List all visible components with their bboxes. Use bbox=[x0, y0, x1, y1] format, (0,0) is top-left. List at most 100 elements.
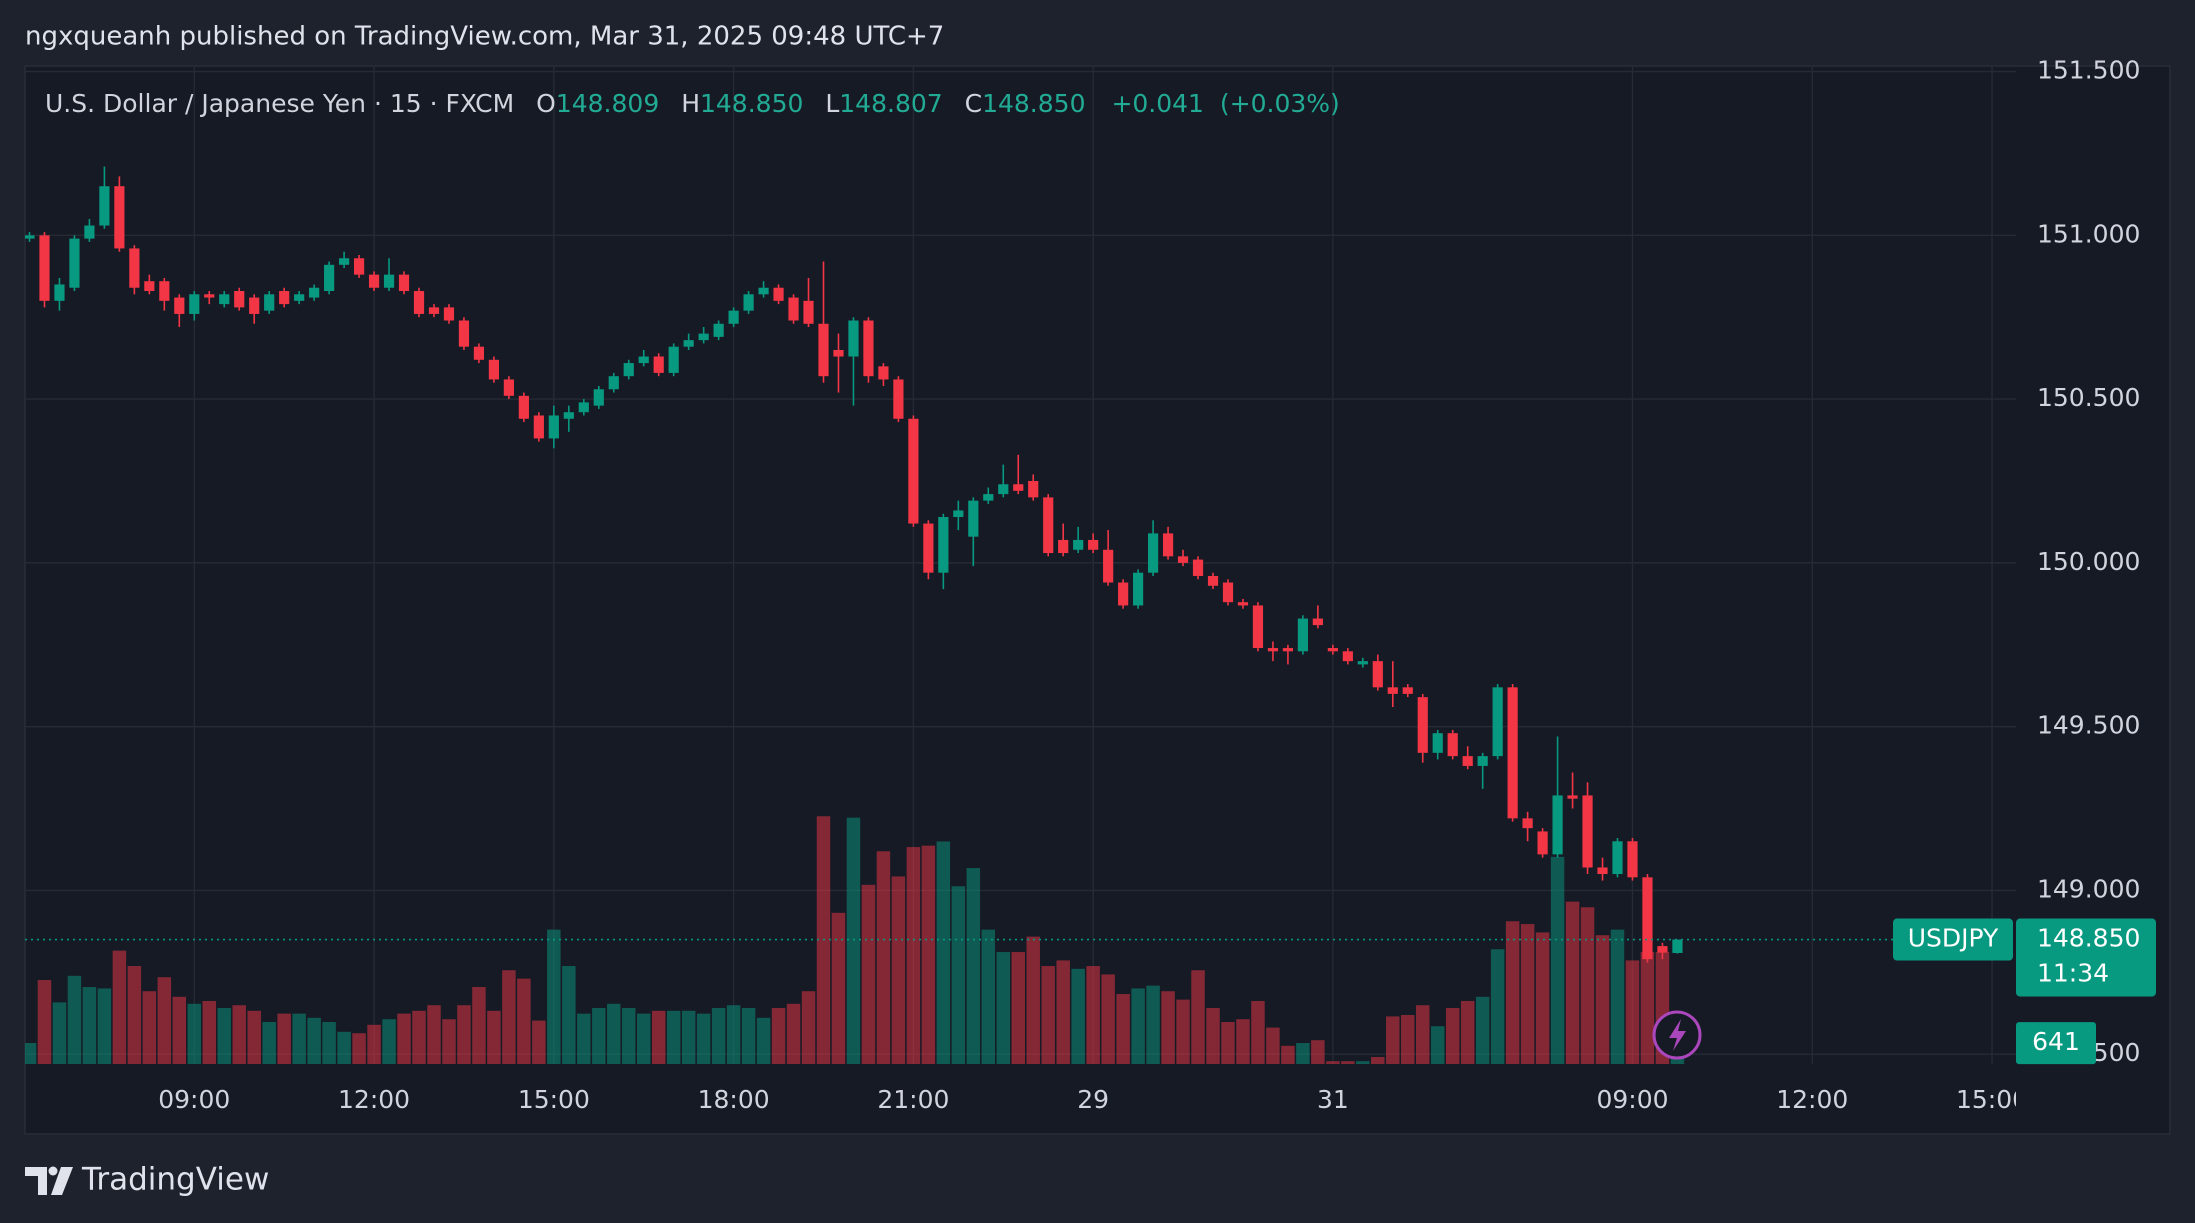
volume-bar bbox=[1026, 936, 1040, 1064]
volume-bar bbox=[711, 1008, 726, 1064]
volume-bar bbox=[1580, 907, 1595, 1064]
legend-line: U.S. Dollar / Japanese Yen · 15 · FXCM O… bbox=[45, 89, 1340, 118]
candle-body bbox=[368, 274, 380, 288]
candle-body bbox=[1597, 867, 1608, 875]
x-tick-label: 15:00 bbox=[1956, 1085, 2028, 1114]
legend-key: L bbox=[825, 89, 839, 118]
volume-bar bbox=[906, 847, 921, 1064]
volume-bar bbox=[457, 1005, 471, 1064]
candle-body bbox=[1612, 841, 1623, 875]
candle-body bbox=[1043, 497, 1054, 554]
volume-bar bbox=[217, 1008, 231, 1064]
volume-bar bbox=[1221, 1022, 1235, 1064]
alert-icon[interactable] bbox=[1652, 1010, 1702, 1060]
volume-bar bbox=[307, 1017, 321, 1064]
volume-bar bbox=[1041, 966, 1055, 1064]
volume-bar bbox=[322, 1022, 336, 1064]
candle-body bbox=[1462, 756, 1473, 766]
candle-body bbox=[39, 235, 50, 301]
symbol-label: USDJPY bbox=[1908, 924, 1999, 953]
volume-bar bbox=[412, 1010, 426, 1064]
legend-key: O bbox=[536, 89, 556, 118]
candle-body bbox=[533, 415, 544, 439]
candle-body bbox=[503, 379, 514, 396]
candle-body bbox=[84, 225, 95, 239]
legend-value: 148.809 bbox=[556, 89, 659, 118]
candle-body bbox=[953, 510, 964, 518]
candle-body bbox=[1133, 572, 1144, 606]
volume-bar bbox=[487, 1010, 501, 1064]
candle-body bbox=[309, 287, 320, 298]
candle-body bbox=[249, 297, 260, 314]
candle-body bbox=[279, 291, 290, 305]
candle-body bbox=[1657, 946, 1668, 953]
legend-value: 148.850 bbox=[982, 89, 1085, 118]
volume-bar bbox=[831, 912, 846, 1064]
y-tick-label: 149.500 bbox=[2037, 711, 2140, 740]
candle-body bbox=[1058, 539, 1069, 554]
volume-bar bbox=[1086, 966, 1100, 1064]
volume-bar bbox=[1056, 960, 1070, 1064]
candle-body bbox=[548, 415, 559, 439]
volume-bar bbox=[532, 1020, 546, 1064]
candle-body bbox=[788, 297, 799, 321]
volume-bar bbox=[82, 987, 97, 1064]
volume-bar bbox=[52, 1002, 67, 1064]
volume-bar bbox=[1071, 968, 1085, 1064]
candle-body bbox=[758, 287, 769, 295]
volume-bar bbox=[622, 1008, 636, 1064]
candle-body bbox=[848, 320, 859, 357]
volume-bar bbox=[936, 841, 951, 1064]
candle-body bbox=[608, 376, 619, 390]
volume-bar bbox=[666, 1010, 681, 1064]
volume-bar bbox=[726, 1005, 741, 1064]
volume-bar bbox=[801, 991, 816, 1064]
volume-bar bbox=[1595, 935, 1610, 1064]
volume-bar bbox=[25, 1043, 37, 1064]
volume-bar bbox=[1356, 1061, 1370, 1064]
x-tick-label: 31 bbox=[1317, 1085, 1349, 1114]
x-tick-label: 15:00 bbox=[518, 1085, 590, 1114]
logo-part[interactable] bbox=[51, 1167, 73, 1195]
candle-body bbox=[698, 333, 709, 341]
candle-body bbox=[1507, 687, 1518, 819]
candle-body bbox=[1342, 651, 1353, 662]
candle-body bbox=[1222, 582, 1234, 603]
volume-bar bbox=[1535, 932, 1550, 1064]
logo-part[interactable] bbox=[48, 1166, 58, 1176]
price-tag bbox=[2016, 918, 2156, 997]
candle-body bbox=[818, 323, 829, 377]
candle-body bbox=[1118, 582, 1129, 606]
candle-body bbox=[668, 346, 679, 373]
candle-body bbox=[1073, 539, 1084, 550]
candle-body bbox=[99, 186, 110, 226]
candle-body bbox=[893, 379, 904, 419]
candle-body bbox=[1537, 831, 1548, 855]
alert-bolt[interactable] bbox=[1669, 1019, 1686, 1051]
candle-body bbox=[1177, 556, 1189, 563]
candle-body bbox=[1552, 795, 1563, 855]
candle-body bbox=[1312, 618, 1323, 626]
x-tick-label: 09:00 bbox=[1596, 1085, 1668, 1114]
volume-bar bbox=[97, 988, 112, 1064]
candle-body bbox=[353, 258, 365, 275]
volume-bar bbox=[1266, 1027, 1280, 1064]
volume-bar bbox=[262, 1022, 276, 1064]
volume-bar bbox=[352, 1033, 366, 1064]
candle-body bbox=[1252, 605, 1264, 649]
legend-key: C bbox=[965, 89, 982, 118]
candle-body bbox=[968, 500, 979, 537]
volume-bar bbox=[292, 1013, 306, 1064]
candle-body bbox=[1492, 687, 1503, 757]
volume-bar bbox=[681, 1010, 696, 1064]
volume-bar bbox=[1460, 1001, 1475, 1064]
candle-body bbox=[983, 494, 994, 501]
footer-brand[interactable]: TradingView bbox=[25, 1162, 269, 1198]
x-tick-label: 12:00 bbox=[1776, 1085, 1848, 1114]
brand-name[interactable]: TradingView bbox=[81, 1162, 269, 1198]
logo-part[interactable] bbox=[25, 1167, 47, 1195]
candle-body bbox=[264, 294, 275, 311]
candle-body bbox=[219, 294, 230, 305]
volume-bar bbox=[1505, 921, 1520, 1064]
legend-change-pct: (+0.03%) bbox=[1220, 89, 1340, 118]
